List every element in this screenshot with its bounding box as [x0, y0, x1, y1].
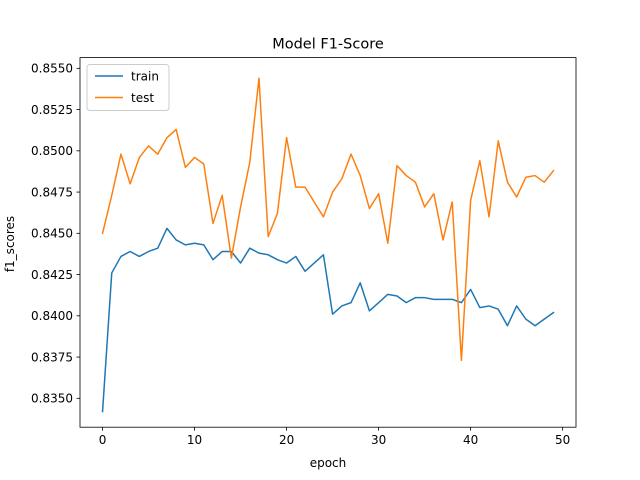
y-tick-label: 0.8550	[31, 62, 73, 76]
chart-title: Model F1-Score	[272, 37, 384, 53]
x-tick-label: 10	[187, 433, 202, 447]
x-tick-label: 0	[99, 433, 107, 447]
x-tick-label: 50	[555, 433, 570, 447]
y-tick-label: 0.8375	[31, 350, 73, 364]
x-tick-label: 20	[279, 433, 294, 447]
legend-label-train: train	[131, 69, 159, 83]
legend: train test	[86, 64, 170, 111]
x-axis: 0 10 20 30 40 50	[99, 427, 570, 447]
x-tick-label: 30	[371, 433, 386, 447]
y-tick-label: 0.8500	[31, 144, 73, 158]
y-axis: 0.8350 0.8375 0.8400 0.8425 0.8450 0.8475 0.85…	[31, 62, 80, 406]
legend-label-test: test	[131, 91, 154, 105]
y-tick-label: 0.8475	[31, 185, 73, 199]
series-line-train	[101, 227, 555, 413]
x-tick-label: 40	[463, 433, 478, 447]
x-axis-label: epoch	[310, 456, 347, 470]
plot-area	[79, 57, 577, 428]
y-tick-label: 0.8400	[31, 309, 73, 323]
y-tick-label: 0.8425	[31, 268, 73, 282]
y-tick-label: 0.8525	[31, 103, 73, 117]
series-line-test	[101, 77, 555, 362]
y-tick-label: 0.8450	[31, 227, 73, 241]
y-axis-label: f1_scores	[3, 216, 17, 272]
axes-frame	[79, 57, 577, 428]
y-tick-label: 0.8350	[31, 392, 73, 406]
